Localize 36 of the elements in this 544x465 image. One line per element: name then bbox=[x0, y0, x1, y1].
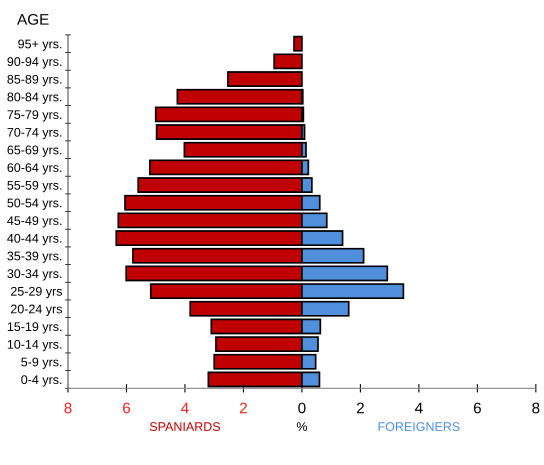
y-tick-label: 55-59 yrs. bbox=[7, 180, 62, 192]
y-tick-label: 20-24 yrs bbox=[10, 304, 62, 316]
x-tick-label: 2 bbox=[240, 402, 247, 414]
y-tick-label: 5-9 yrs. bbox=[21, 358, 62, 369]
y-tick-label: 40-44 yrs. bbox=[7, 234, 62, 246]
x-tick-label: 4 bbox=[181, 402, 189, 414]
x-axis-title: % bbox=[296, 422, 308, 431]
y-tick-label: 30-34 yrs. bbox=[7, 269, 62, 281]
bar bbox=[184, 142, 303, 158]
y-tick-label: 90-94 yrs. bbox=[7, 57, 62, 69]
text: SPANIARDS bbox=[150, 422, 220, 432]
y-tick-label: 0-4 yrs. bbox=[21, 375, 62, 387]
y-tick-label: 70-74 yrs. bbox=[8, 128, 62, 140]
x-tick-label: 8 bbox=[64, 402, 72, 414]
x-tick-label: 2 bbox=[356, 402, 364, 414]
x-tick-label: 0 bbox=[298, 402, 306, 414]
y-tick-label: 45-49 yrs. bbox=[7, 216, 62, 228]
x-tick-label: 6 bbox=[123, 402, 130, 414]
bar bbox=[176, 88, 303, 105]
x-tick-label: 8 bbox=[532, 402, 540, 414]
y-tick-label: 75-79 yrs. bbox=[8, 110, 62, 122]
y-axis-title: AGE bbox=[17, 14, 49, 25]
y-tick-label: 25-29 yrs bbox=[10, 286, 62, 298]
y-tick-label: 10-14 yrs. bbox=[8, 340, 62, 352]
y-tick-label: 60-64 yrs. bbox=[8, 163, 62, 175]
y-tick-label: 35-39 yrs. bbox=[7, 252, 62, 263]
x-tick-label: 4 bbox=[414, 402, 423, 414]
y-tick-label: 80-84 yrs. bbox=[7, 92, 62, 104]
y-tick-label: 95+ yrs. bbox=[18, 40, 62, 51]
text: FOREIGNERS bbox=[378, 422, 460, 432]
y-tick-label: 15-19 yrs. bbox=[8, 322, 62, 334]
bar bbox=[293, 36, 303, 52]
y-tick-label: 50-54 yrs. bbox=[7, 198, 62, 210]
y-tick-label: 85-89 yrs. bbox=[7, 74, 62, 86]
x-tick-label: 6 bbox=[474, 402, 481, 414]
y-tick-label: 65-69 yrs. bbox=[8, 146, 62, 157]
